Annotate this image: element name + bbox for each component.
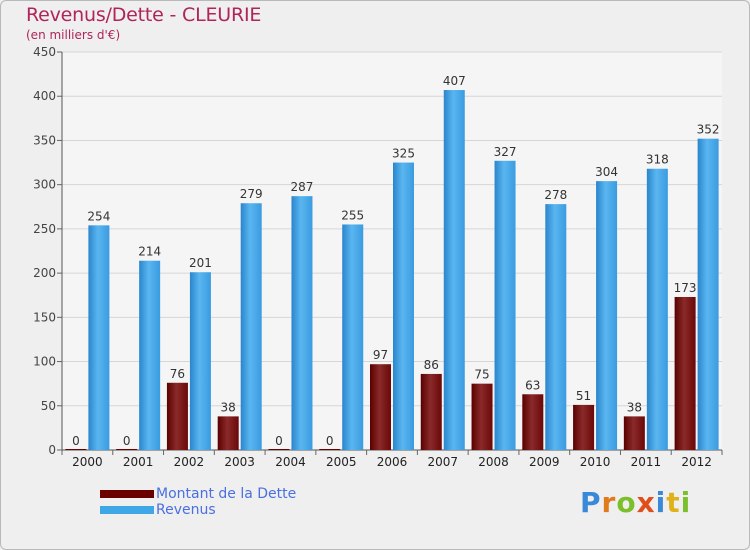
x-tick-label: 2008 <box>478 455 509 469</box>
bar-revenus <box>443 90 465 450</box>
legend-swatch-dette <box>100 490 154 498</box>
chart-title: Revenus/Dette - CLEURIE <box>26 4 262 26</box>
data-label-revenus: 318 <box>646 153 669 167</box>
bar-revenus <box>494 160 516 450</box>
data-label-revenus: 278 <box>544 188 567 202</box>
bar-dette <box>116 449 138 450</box>
bar-dette <box>573 404 595 450</box>
bar-dette <box>420 373 442 450</box>
bar-dette <box>370 364 391 450</box>
data-label-revenus: 279 <box>240 187 263 201</box>
data-label-dette: 173 <box>674 281 697 295</box>
legend-swatch-revenus <box>100 506 154 514</box>
x-tick-label: 2010 <box>580 455 611 469</box>
bar-revenus <box>545 204 567 450</box>
bar-revenus <box>342 224 364 450</box>
data-label-revenus: 352 <box>697 123 720 137</box>
data-label-revenus: 327 <box>494 145 517 159</box>
legend-item-revenus: Revenus <box>100 502 296 518</box>
x-tick-label: 2003 <box>224 455 255 469</box>
bar-dette <box>65 449 87 450</box>
x-tick-label: 2000 <box>72 455 103 469</box>
x-tick-label: 2004 <box>275 455 306 469</box>
x-tick-label: 2007 <box>427 455 458 469</box>
bar-dette <box>319 449 341 450</box>
y-tick-label: 100 <box>33 355 56 369</box>
bar-revenus <box>291 196 313 450</box>
data-label-revenus: 255 <box>341 208 364 222</box>
bar-dette <box>471 383 493 450</box>
y-tick-label: 50 <box>41 399 56 413</box>
data-label-dette: 63 <box>525 378 540 392</box>
bar-revenus <box>189 272 211 450</box>
y-tick-label: 300 <box>33 178 56 192</box>
data-label-revenus: 214 <box>138 245 161 259</box>
data-label-dette: 38 <box>627 400 642 414</box>
data-label-revenus: 325 <box>392 147 415 161</box>
bar-revenus <box>88 225 110 450</box>
x-tick-label: 2002 <box>174 455 205 469</box>
data-label-dette: 51 <box>576 389 591 403</box>
x-tick-label: 2011 <box>631 455 662 469</box>
x-tick-label: 2009 <box>529 455 560 469</box>
brand-logo: Proxiti <box>580 486 692 519</box>
bar-revenus <box>139 260 161 450</box>
data-label-dette: 97 <box>373 348 388 362</box>
legend-item-dette: Montant de la Dette <box>100 486 296 502</box>
y-tick-label: 0 <box>48 443 56 457</box>
x-tick-label: 2006 <box>377 455 408 469</box>
data-label-dette: 0 <box>72 434 80 448</box>
bar-revenus <box>697 138 719 451</box>
bar-dette <box>522 394 544 450</box>
data-label-dette: 38 <box>221 400 236 414</box>
bar-revenus <box>240 203 262 450</box>
data-label-dette: 0 <box>275 434 283 448</box>
bar-revenus <box>393 162 414 451</box>
data-label-dette: 76 <box>170 367 185 381</box>
y-tick-label: 200 <box>33 266 56 280</box>
bar-revenus <box>646 168 668 450</box>
legend-label-dette: Montant de la Dette <box>156 486 297 502</box>
chart-subtitle: (en milliers d'€) <box>26 28 121 42</box>
data-label-dette: 0 <box>326 434 334 448</box>
data-label-revenus: 407 <box>443 74 466 88</box>
data-label-dette: 86 <box>424 358 439 372</box>
bar-dette <box>623 416 645 450</box>
legend-label-revenus: Revenus <box>156 502 216 518</box>
bar-dette <box>217 416 239 450</box>
bar-dette <box>166 382 188 450</box>
bar-revenus <box>596 181 618 450</box>
bar-dette <box>674 296 696 450</box>
data-label-revenus: 201 <box>189 256 212 270</box>
bar-dette <box>268 449 290 450</box>
data-label-dette: 75 <box>474 368 489 382</box>
y-tick-label: 400 <box>33 89 56 103</box>
data-label-dette: 0 <box>123 434 131 448</box>
y-tick-label: 450 <box>33 45 56 59</box>
y-tick-label: 150 <box>33 310 56 324</box>
x-tick-label: 2012 <box>681 455 712 469</box>
x-tick-label: 2005 <box>326 455 357 469</box>
data-label-revenus: 254 <box>87 209 110 223</box>
data-label-revenus: 304 <box>595 165 618 179</box>
y-tick-label: 250 <box>33 222 56 236</box>
x-tick-label: 2001 <box>123 455 154 469</box>
data-label-revenus: 287 <box>291 180 314 194</box>
y-tick-label: 350 <box>33 133 56 147</box>
legend: Montant de la Dette Revenus <box>100 486 296 518</box>
